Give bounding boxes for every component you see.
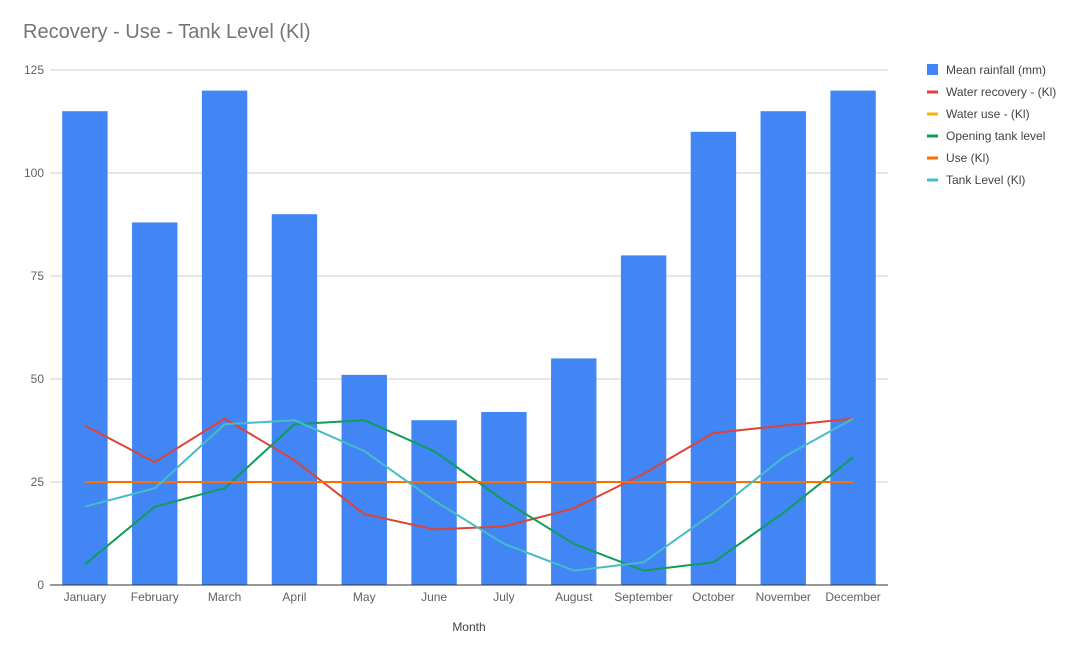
x-tick-label: April [282,590,306,604]
bar-mean-rainfall [341,374,387,585]
line-opening-tank-level [84,419,854,572]
x-tick-label: May [353,590,376,604]
legend-use-kl-label: Use (Kl) [946,151,989,165]
y-tick-label: 125 [24,63,44,77]
bar-mean-rainfall [830,90,876,585]
bar-mean-rainfall [690,131,737,586]
legend-opening-tank-level-swatch [927,134,938,138]
bar-mean-rainfall [551,358,597,585]
legend-mean-rainfall-mm-label: Mean rainfall (mm) [946,63,1046,77]
legend-use-kl-swatch [927,156,938,160]
x-tick-label: October [692,590,735,604]
bar-mean-rainfall [201,90,248,585]
legend-water-recovery-kl-label: Water recovery - (Kl) [946,85,1056,99]
x-tick-label: September [614,590,673,604]
x-tick-label: December [825,590,880,604]
x-tick-label: January [64,590,107,604]
x-tick-label: March [208,590,241,604]
y-axis-ticks: 0 25 50 75 100 125 [24,63,44,592]
bar-mean-rainfall [62,111,108,585]
legend-water-recovery-kl-swatch [927,90,938,94]
x-tick-label: July [493,590,514,604]
legend-opening-tank-level-label: Opening tank level [946,129,1045,143]
legend: Mean rainfall (mm) Water recovery - (Kl) W… [927,63,1056,187]
x-tick-label: August [555,590,593,604]
line-tank-level-kl [84,417,854,572]
y-tick-label: 75 [31,269,45,283]
legend-water-use-kl-swatch [927,112,938,116]
line-water-recovery-kl [84,417,854,531]
y-tick-label: 50 [31,372,45,386]
bar-mean-rainfall [481,411,527,585]
x-axis-ticks: January February March April May June July Augu… [64,590,881,604]
bar-mean-rainfall [411,420,457,585]
bar-mean-rainfall [132,222,178,585]
legend-tank-level-kl-label: Tank Level (Kl) [946,173,1025,187]
x-tick-label: February [131,590,179,604]
x-tick-label: November [756,590,811,604]
bar-mean-rainfall [760,111,806,585]
x-axis-label: Month [452,620,485,634]
x-tick-label: June [421,590,447,604]
y-tick-label: 0 [37,578,44,592]
y-tick-label: 25 [31,475,45,489]
legend-mean-rainfall-mm-swatch [927,64,938,75]
legend-water-use-kl-label: Water use - (Kl) [946,107,1030,121]
chart-title: Recovery - Use - Tank Level (Kl) [23,21,311,43]
y-tick-label: 100 [24,166,44,180]
line-series [84,417,854,572]
bar-mean-rainfall [271,214,318,585]
legend-tank-level-kl-swatch [927,178,938,182]
bar-mean-rainfall [620,255,667,585]
bar-series [62,90,876,586]
